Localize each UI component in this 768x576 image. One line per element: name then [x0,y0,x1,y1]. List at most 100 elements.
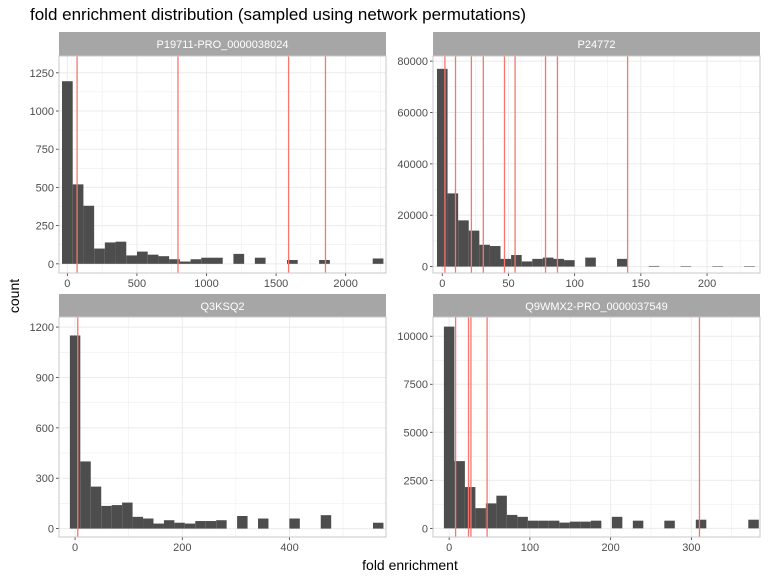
y-tick-label: 1250 [30,68,54,80]
x-tick-label: 100 [565,278,583,290]
histogram-bar [489,246,501,267]
panel-background [59,56,386,273]
facet-strip [59,32,386,56]
x-tick-label: 0 [64,278,70,290]
y-tick-label: 1200 [30,322,54,334]
panel-border [58,316,387,538]
x-tick-label: 150 [632,278,650,290]
histogram-bar [748,519,759,529]
y-tick-label: 0 [422,262,428,274]
x-axis-title: fold enrichment [362,557,458,573]
x-tick-label: 300 [682,542,700,554]
histogram-bar [664,520,675,529]
histogram-bar [569,521,581,529]
panel-border [432,316,761,538]
histogram-bar [373,522,384,529]
x-tick-label: 500 [128,278,146,290]
histogram-bar [163,520,175,529]
histogram-bar [648,265,660,267]
histogram-bar [169,259,180,264]
x-tick-label: 200 [601,542,619,554]
histogram-bar [258,518,269,529]
histogram-bar [527,520,539,529]
histogram-bar [590,520,602,529]
panel-border [432,55,761,274]
x-tick-label: 100 [521,542,539,554]
histogram-bar [115,241,127,264]
histogram-bar [147,254,159,264]
panel-background [433,317,760,537]
y-tick-label: 60000 [397,107,428,119]
histogram-bar [69,335,81,529]
histogram-bar [479,244,490,267]
histogram-bar [158,256,170,264]
histogram-bar [680,266,692,267]
histogram-bar [538,520,549,529]
y-tick-label: 0 [48,524,54,536]
facet-strip [59,294,386,318]
histogram-bar [585,257,596,267]
histogram-bar [464,487,476,529]
histogram-bar [104,242,116,264]
histogram-bar [254,257,266,264]
histogram-bar [111,505,123,529]
histogram-bar [94,248,105,264]
y-tick-label: 40000 [397,159,428,171]
histogram-bar [564,260,575,267]
histogram-bar [195,521,206,529]
histogram-bar [72,184,84,264]
histogram-bar [184,523,196,529]
histogram-bar [179,261,191,264]
histogram-bar [475,508,486,529]
histogram-bar [559,522,570,529]
x-tick-label: 200 [698,278,716,290]
histogram-bar [101,505,112,529]
panel-background [59,317,386,537]
histogram-bar [532,258,543,267]
facet-strip-label: Q9WMX2-PRO_0000037549 [525,301,667,313]
facet-panel: Q9WMX2-PRO_0000037549 0 100 200 300 0 2500 5000… [397,294,761,554]
histogram-bar [136,251,148,264]
y-tick-label: 750 [36,144,54,156]
y-tick-label: 80000 [397,56,428,68]
histogram-bar [286,260,298,264]
histogram-bar [517,516,528,529]
histogram-bar [500,258,512,267]
histogram-bar [511,255,522,267]
panel-background [433,56,760,273]
histogram-bar [436,68,448,267]
histogram-bar [153,523,164,529]
histogram-bar [83,205,95,264]
y-tick-label: 300 [36,473,54,485]
histogram-bar [617,258,628,267]
histogram-bar [289,518,300,529]
histogram-bar [443,326,455,529]
histogram-bar [542,257,554,267]
histogram-bar [712,266,723,267]
histogram-bar [132,516,144,529]
histogram-bar [548,520,560,529]
histogram-bar [216,520,227,529]
facet-strip [433,32,760,56]
histogram-bar [744,266,755,267]
y-tick-label: 500 [36,182,54,194]
y-tick-label: 2500 [404,475,428,487]
histogram-bar [372,258,384,264]
histogram-bar [632,520,644,529]
histogram-bar [126,255,137,264]
histogram-bar [320,515,332,529]
chart-title: fold enrichment distribution (sampled us… [30,5,526,24]
histogram-bar [80,461,91,529]
x-tick-label: 1500 [264,278,288,290]
histogram-bar [319,260,330,264]
facet-panel: P19711-PRO_0000038024 0 500 1000 1500 2000 0 25… [30,32,387,290]
facet-strip-label: Q3KSQ2 [200,301,244,313]
histogram-bar [205,521,217,529]
histogram-bar [454,461,465,529]
facet-panel: P24772 0 50 100 150 200 0 20000 40000 60000 80000 [397,32,761,290]
x-tick-label: 2000 [333,278,357,290]
histogram-bar [201,257,212,264]
histogram-bar [611,516,623,529]
y-tick-label: 0 [48,259,54,271]
